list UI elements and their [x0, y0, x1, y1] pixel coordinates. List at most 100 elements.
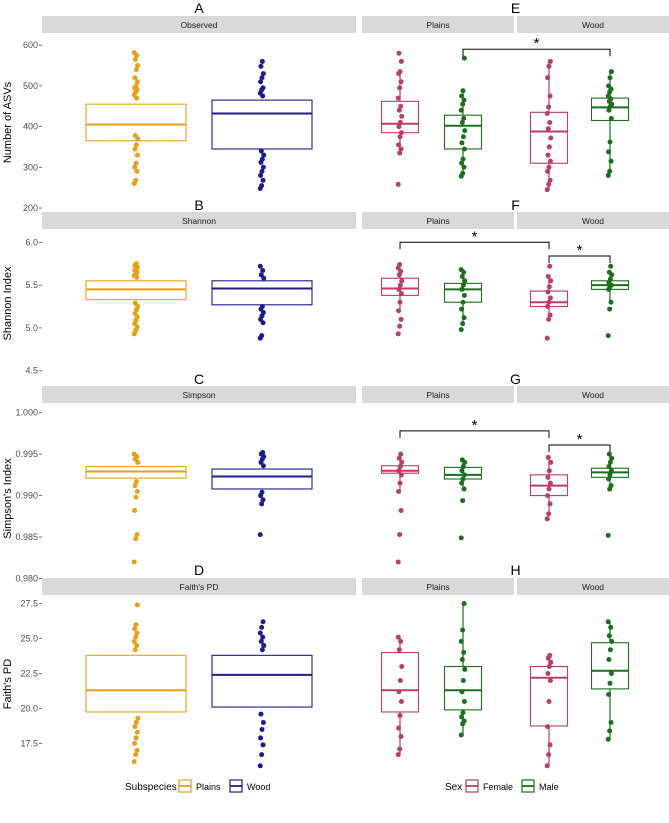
box-plains-female-point	[395, 95, 401, 101]
box-plains-male-point	[461, 146, 467, 152]
box-wood-point	[259, 183, 265, 189]
box-wood-point	[260, 71, 266, 77]
box-plains-point	[133, 719, 139, 725]
facet-strip-label: Wood	[582, 582, 604, 592]
y-axis-label: Simpson's Index	[2, 458, 14, 539]
panel-letter: B	[194, 197, 203, 213]
legend-label-female: Female	[483, 782, 513, 792]
box-wood-male-point	[607, 306, 613, 312]
box-wood-male-point	[608, 719, 614, 725]
box-plains-male-point	[460, 498, 466, 504]
box-plains-female-box	[380, 651, 420, 713]
box-plains-point	[132, 740, 138, 746]
box-wood-female-point	[545, 724, 551, 730]
box-wood-female-point	[547, 742, 553, 748]
significance-label: *	[577, 242, 583, 259]
y-tick-label: 500	[23, 81, 38, 91]
box-plains-female-point	[397, 480, 403, 486]
box-plains-male-point	[458, 732, 464, 738]
box-plains-female-point	[398, 291, 404, 297]
box-wood-female-point	[546, 164, 552, 170]
box-plains-female-point	[397, 464, 403, 470]
box-plains-female-point	[398, 79, 404, 85]
box-plains-female-point	[399, 113, 405, 119]
legend-sex: Sex Female Male	[445, 779, 559, 793]
y-tick-label: 5.0	[25, 323, 38, 333]
facet-strip	[42, 212, 356, 229]
box-plains-female-point	[398, 316, 404, 322]
box-plains-point	[132, 508, 138, 514]
box-plains-male-point	[460, 710, 466, 716]
box-wood-female-point	[545, 274, 551, 280]
box-wood-male-point	[608, 624, 614, 630]
box-wood-female-point	[546, 752, 552, 758]
box-plains-male-point	[459, 689, 465, 695]
box-plains-male-point	[460, 134, 466, 140]
box-plains-male-point	[461, 164, 467, 170]
box-wood-male-point	[607, 680, 613, 686]
box-wood-male-point	[606, 107, 612, 113]
box-plains-male-point	[458, 107, 464, 113]
box-wood-female-point	[544, 516, 550, 522]
box-wood-male-point	[606, 476, 612, 482]
box-plains-point	[131, 638, 137, 644]
box-wood-female-point	[548, 278, 554, 284]
box-plains-point	[131, 451, 137, 457]
legend-label-male: Male	[539, 782, 559, 792]
box-plains-male-point	[458, 535, 464, 541]
box-plains-female-point	[398, 638, 404, 644]
panel-letter: D	[194, 562, 204, 578]
y-tick-label: 0.985	[15, 532, 38, 542]
box-plains-male-point	[460, 321, 466, 327]
box-wood-female-point	[548, 659, 554, 665]
facet-strip	[362, 386, 514, 403]
box-wood-male-point	[607, 139, 613, 145]
box-plains-female-point	[395, 181, 401, 187]
box-wood-point	[260, 85, 266, 91]
box-plains-male-point	[459, 120, 465, 125]
box-plains-point	[135, 715, 141, 721]
box-plains-female-point	[397, 712, 403, 718]
box-wood-point	[259, 168, 265, 174]
panels-layer: Number of ASVs 200 300 400 500 600 A Observed E P…	[2, 0, 669, 769]
box-plains-male-point	[459, 93, 465, 99]
box-wood-point	[260, 268, 266, 274]
box-plains-point	[133, 622, 139, 628]
box-plains-male-point	[458, 638, 464, 644]
y-tick-label: 25.0	[20, 634, 38, 644]
box-wood-male-point	[608, 299, 614, 305]
box-plains-female-point	[398, 146, 404, 152]
y-tick-label: 0.995	[15, 449, 38, 459]
facet-strip-label: Simpson	[182, 390, 215, 400]
box-wood-point	[260, 619, 266, 625]
box-wood-female-point	[547, 678, 553, 684]
box-wood-point	[260, 634, 266, 640]
box-plains-point	[133, 752, 139, 758]
box-plains-female-point	[398, 698, 404, 704]
box-wood-point	[260, 497, 266, 503]
box-wood-female-point	[546, 511, 552, 517]
box-plains-point	[133, 160, 139, 166]
facet-strip	[362, 212, 514, 229]
box-plains-female-point	[396, 286, 402, 292]
facet-strip-label: Observed	[181, 20, 218, 30]
box-wood-female-point	[546, 144, 552, 150]
box-plains-female-point	[396, 689, 402, 695]
box-plains-female-point	[396, 488, 402, 494]
box-plains-point	[132, 75, 138, 81]
facet-strip	[42, 386, 356, 403]
box-wood-male-point	[607, 276, 613, 282]
box-plains-female-point	[397, 85, 403, 91]
box-plains-male-point	[461, 718, 467, 724]
box-wood-point	[259, 303, 265, 309]
box-plains-point	[133, 177, 139, 183]
y-axis-label: Faith's PD	[2, 659, 14, 709]
box-plains-male-point	[461, 292, 467, 298]
box-wood-male-point	[605, 532, 611, 538]
box-plains-female-point	[397, 678, 403, 684]
y-axis-label: Number of ASVs	[2, 81, 14, 163]
box-plains-point	[133, 67, 139, 73]
box-wood-box	[211, 468, 313, 490]
box-plains-female-point	[398, 130, 404, 136]
